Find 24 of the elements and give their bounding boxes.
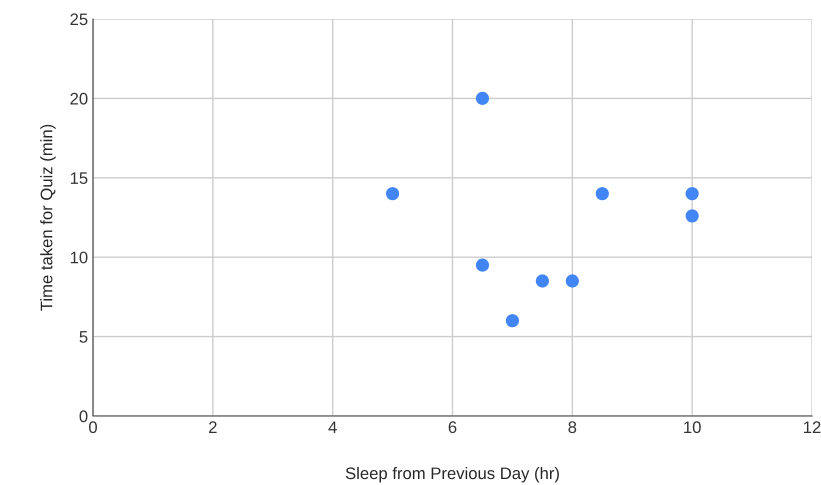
y-tick-label: 25 bbox=[70, 13, 88, 26]
x-tick-label: 2 bbox=[209, 421, 217, 433]
x-tick-label: 4 bbox=[328, 421, 337, 433]
point bbox=[566, 274, 579, 288]
x-tick-label: 10 bbox=[684, 421, 701, 434]
point bbox=[386, 187, 400, 200]
point bbox=[596, 187, 609, 200]
x-tick-label: 12 bbox=[804, 421, 820, 433]
y-tick-label: 0 bbox=[80, 410, 88, 422]
y-tick-label: 5 bbox=[80, 331, 88, 343]
point bbox=[506, 314, 520, 328]
y-axis-title: Time taken for Quiz (min) bbox=[40, 124, 56, 311]
y-tick-label: 20 bbox=[70, 92, 88, 105]
x-tick-label: 0 bbox=[89, 421, 97, 434]
x-axis-title: Sleep from Previous Day (hr) bbox=[346, 466, 559, 482]
point bbox=[686, 209, 699, 222]
y-tick-label: 15 bbox=[70, 172, 88, 184]
x-tick-label: 6 bbox=[448, 421, 456, 434]
point bbox=[476, 258, 490, 272]
point bbox=[536, 274, 549, 288]
y-tick-label: 10 bbox=[70, 252, 88, 264]
point bbox=[686, 187, 699, 200]
x-tick-label: 8 bbox=[568, 421, 576, 434]
point bbox=[476, 92, 490, 105]
